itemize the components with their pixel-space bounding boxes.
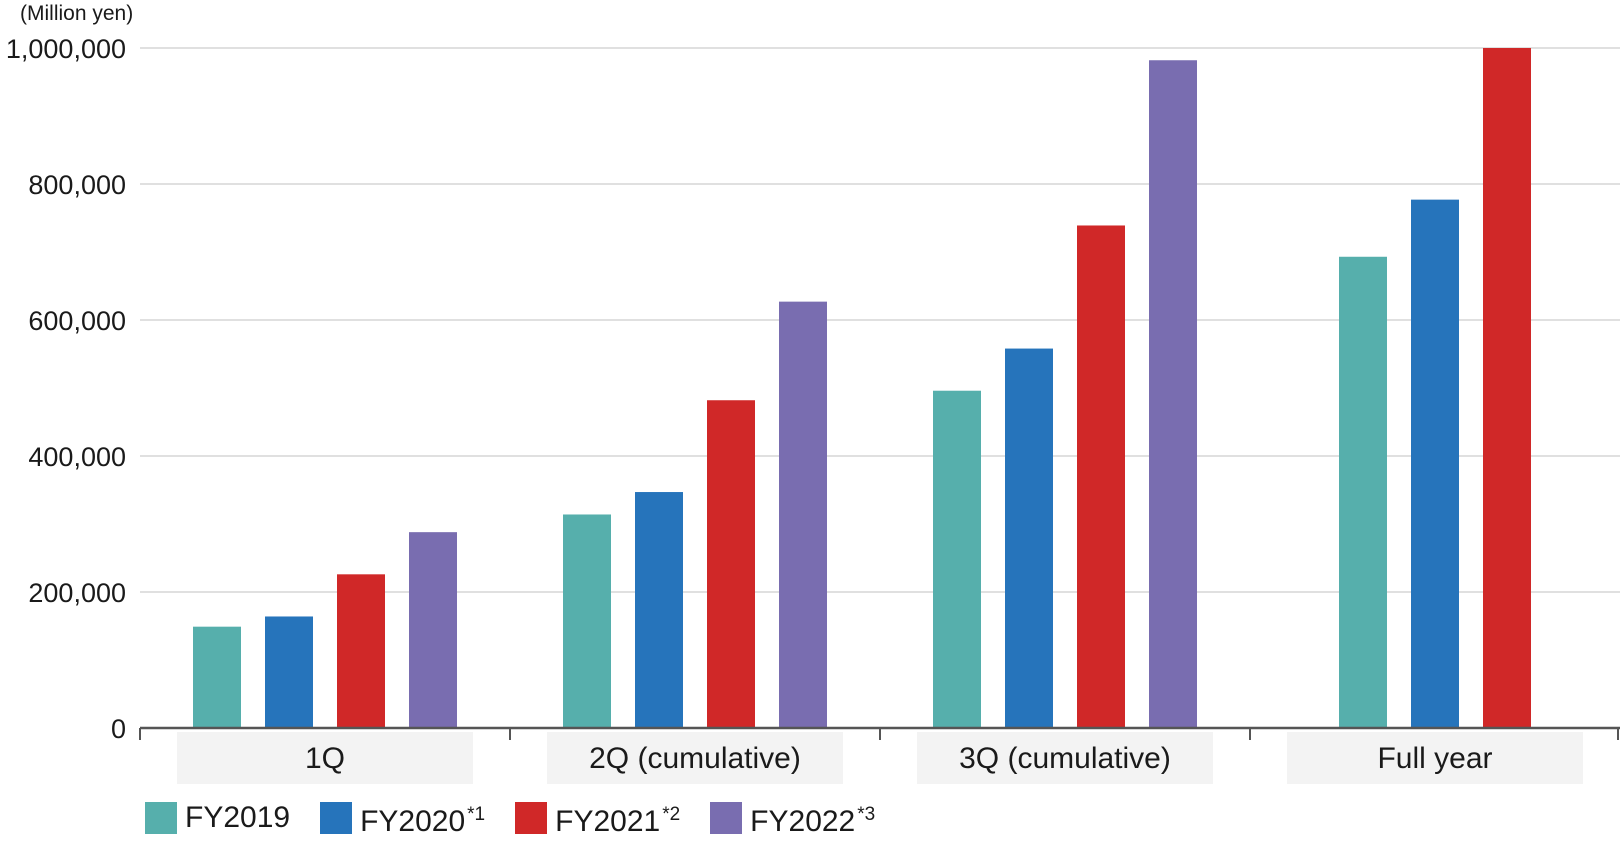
bar-fy2019 <box>563 514 611 728</box>
bar-fy2020 <box>265 616 313 728</box>
bar-fy2019 <box>193 626 241 728</box>
y-tick-label: 0 <box>111 714 126 744</box>
category-label-background <box>1287 732 1583 784</box>
legend-footnote-mark: *2 <box>662 803 681 825</box>
legend-label: FY2019 <box>185 801 291 834</box>
y-tick-label: 600,000 <box>28 306 126 336</box>
legend-swatch <box>710 802 743 834</box>
legend-label: FY2020 *1 <box>360 803 486 838</box>
y-tick-label: 200,000 <box>28 578 126 608</box>
bar-fy2022 <box>1149 60 1197 729</box>
y-axis-ticks: 0 200,000 400,000 600,000 800,000 1,000,000 <box>6 34 126 744</box>
bar-fy2019 <box>1339 256 1387 728</box>
bar-fy2021 <box>707 400 755 728</box>
legend-footnote-mark: *3 <box>857 803 876 825</box>
y-tick-label: 800,000 <box>28 170 126 200</box>
x-tick-label: 1Q <box>305 742 345 775</box>
category-label-background <box>917 732 1213 784</box>
legend-swatch <box>515 802 548 834</box>
x-tick-label: 3Q (cumulative) <box>959 742 1171 775</box>
legend-swatch <box>145 802 177 834</box>
x-tick-label: 2Q (cumulative) <box>589 742 801 775</box>
bar-fy2019 <box>933 390 981 728</box>
bar-fy2020 <box>1411 199 1459 728</box>
y-tick-label: 1,000,000 <box>6 34 126 64</box>
y-tick-label: 400,000 <box>28 442 126 472</box>
bar-fy2022 <box>409 532 457 728</box>
bar-fy2022 <box>779 301 827 728</box>
legend-label: FY2022 *3 <box>750 803 876 838</box>
legend-swatch <box>320 802 353 834</box>
x-axis-labels: 1Q 2Q (cumulative) 3Q (cumulative) Full yea… <box>305 742 1493 775</box>
legend: FY2019 FY2020 *1 FY2021 *2 FY2022 *3 <box>145 798 905 838</box>
legend-item: FY2021 *2 <box>515 799 680 838</box>
legend-item: FY2020 *1 <box>320 799 485 838</box>
x-tick-label: Full year <box>1377 742 1492 775</box>
category-label-background <box>177 732 473 784</box>
bar-fy2021 <box>1483 48 1531 728</box>
legend-item: FY2019 <box>145 802 290 834</box>
category-label-background <box>547 732 843 784</box>
x-axis-label-backgrounds <box>177 732 1583 784</box>
bar-fy2020 <box>635 492 683 728</box>
legend-footnote-mark: *1 <box>467 803 486 825</box>
legend-item: FY2022 *3 <box>710 799 875 838</box>
y-axis-unit-label: (Million yen) <box>20 2 133 25</box>
bar-fy2021 <box>337 574 385 728</box>
x-axis <box>139 726 1620 740</box>
bar-fy2021 <box>1077 225 1125 729</box>
bar-fy2020 <box>1005 348 1053 728</box>
bars <box>193 48 1531 729</box>
gridlines <box>140 47 1620 593</box>
legend-label: FY2021 *2 <box>555 803 681 838</box>
